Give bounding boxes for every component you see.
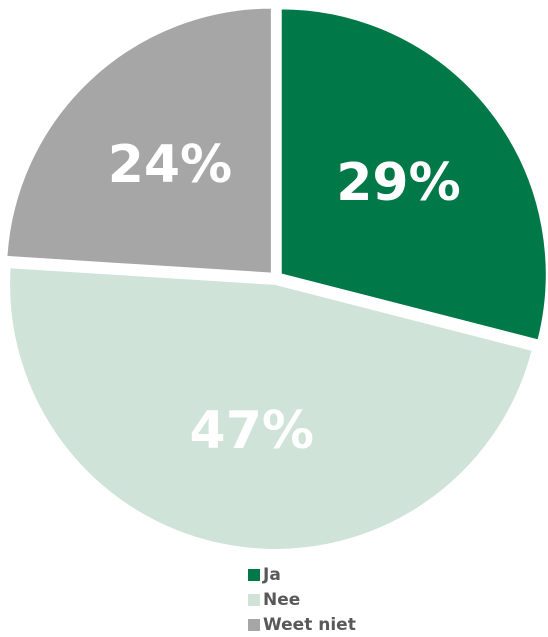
legend-swatch	[248, 593, 260, 606]
legend-item-nee: Nee	[248, 587, 356, 612]
pie-slice-nee	[8, 266, 534, 551]
legend-item-weet-niet: Weet niet	[248, 612, 356, 637]
legend-label: Ja	[263, 564, 281, 585]
pie-slice-ja	[279, 7, 548, 342]
legend-swatch	[248, 618, 260, 631]
data-label-ja: 29%	[336, 153, 460, 213]
legend: Ja Nee Weet niet	[248, 562, 356, 637]
legend-swatch	[248, 568, 260, 581]
legend-item-ja: Ja	[248, 562, 356, 587]
data-label-weet-niet: 24%	[108, 135, 232, 195]
data-label-nee: 47%	[190, 401, 314, 461]
pie-slice-weet-niet	[5, 6, 273, 275]
legend-label: Weet niet	[263, 614, 356, 635]
legend-label: Nee	[263, 589, 301, 610]
